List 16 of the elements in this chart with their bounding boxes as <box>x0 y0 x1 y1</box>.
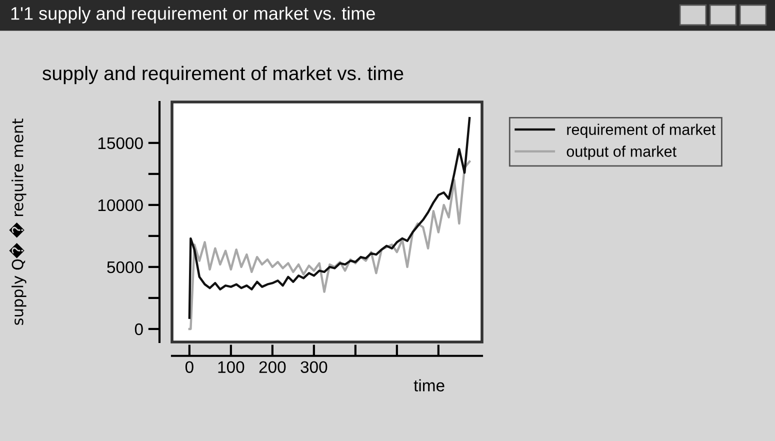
x-axis-title: time <box>414 379 444 392</box>
line-series <box>188 160 471 330</box>
y-tick-label: 5000 <box>107 261 143 274</box>
legend-label: requirement of market <box>567 124 716 138</box>
line-series <box>188 117 471 319</box>
y-tick-label: 0 <box>134 323 143 336</box>
y-axis-title: supply Q� � require ment <box>9 118 26 325</box>
y-tick-label: 10000 <box>98 199 143 212</box>
legend-label: output of market <box>566 146 676 160</box>
y-tick-label: 15000 <box>98 137 143 150</box>
x-tick-label: 300 <box>300 361 328 373</box>
x-tick-label: 0 <box>185 361 194 373</box>
x-tick-label: 100 <box>218 361 244 373</box>
text: 1'1 supply and requirement or market vs. time <box>11 6 375 24</box>
x-tick-label: 200 <box>259 361 286 373</box>
chart-title: supply and requirement of market vs. time <box>42 66 404 84</box>
